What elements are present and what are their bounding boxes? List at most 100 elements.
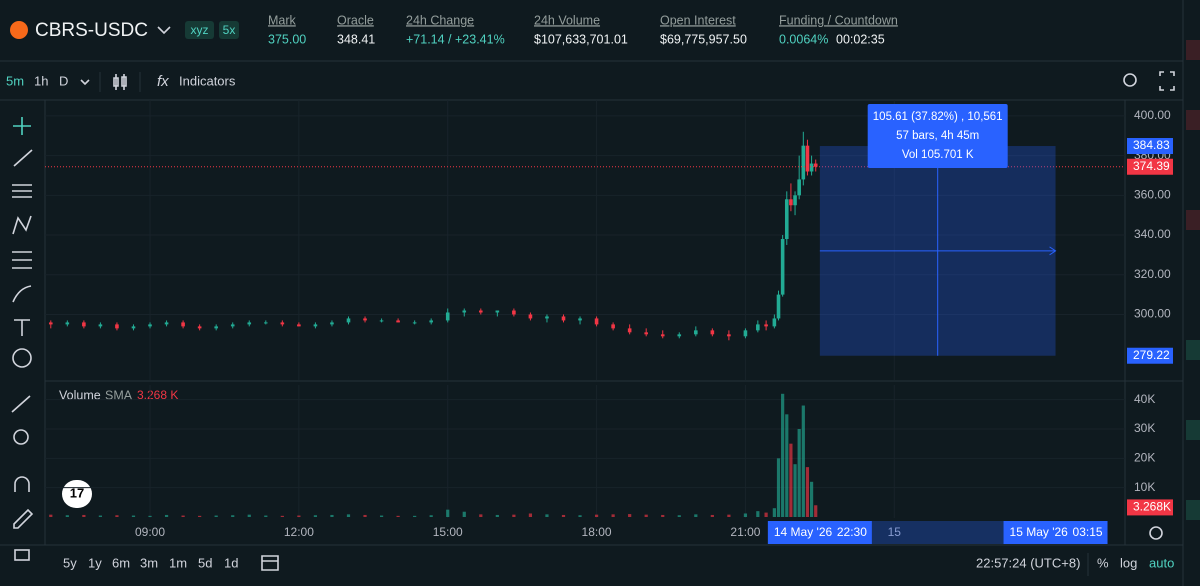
log-toggle[interactable]: log [1120, 555, 1137, 570]
volume-sma-value: 3.268 K [137, 388, 178, 402]
range-button[interactable]: 5d [198, 555, 212, 570]
candle-body [694, 330, 698, 335]
lock-tool[interactable] [14, 549, 30, 561]
volume-bar [264, 515, 268, 517]
candle-body [263, 322, 268, 324]
time-from-bg [767, 521, 872, 544]
stat-value: $69,775,957.50 [660, 32, 747, 46]
volume-sma-name: SMA [105, 388, 133, 402]
range-button[interactable]: 3m [140, 555, 158, 570]
brush-tool[interactable] [12, 285, 32, 303]
candle-body [660, 334, 665, 337]
stat-label: 24h Volume [534, 13, 600, 27]
interval[interactable]: 5m [6, 73, 24, 88]
volume-bar [164, 514, 169, 517]
candle-body [115, 324, 119, 329]
emoji-tool[interactable] [12, 348, 32, 368]
clock: 22:57:24 (UTC+8) [976, 555, 1080, 570]
dropdown-icon[interactable] [80, 79, 90, 86]
volume-bar [379, 515, 384, 517]
volume-bar [479, 514, 483, 517]
zoom-tool[interactable] [13, 429, 29, 445]
time-to-bg [1003, 521, 1108, 544]
volume-tick-label: 20K [1134, 451, 1155, 465]
candle-body [578, 318, 582, 321]
fx-icon[interactable]: fx [157, 73, 169, 90]
volume-bar [313, 515, 318, 517]
indicators-button[interactable]: Indicators [179, 73, 236, 88]
range-button[interactable]: 1m [169, 555, 187, 570]
trendline-tool[interactable] [13, 149, 33, 167]
chart-type-icon[interactable] [113, 74, 127, 90]
volume-bar [82, 514, 86, 517]
volume-bar [801, 405, 805, 517]
candle-body [495, 310, 500, 313]
projection-tool[interactable] [12, 251, 32, 269]
stat-value: +71.14 / +23.41% [406, 32, 505, 46]
text-tool[interactable] [14, 319, 30, 336]
volume-sma-axis-label: 3.268K [1133, 500, 1171, 514]
candle-body [545, 316, 549, 319]
volume-bar [578, 515, 582, 517]
fullscreen-icon[interactable] [1159, 71, 1175, 91]
candle-body [214, 326, 218, 329]
time-range-band [819, 521, 1056, 544]
stat-label: Open Interest [660, 13, 736, 27]
volume-tick-label: 10K [1134, 480, 1155, 494]
volume-bar [805, 467, 810, 517]
volume-bar [65, 515, 69, 517]
volume-bar [781, 393, 785, 517]
volume-bar [677, 515, 681, 517]
candle-body [813, 163, 818, 167]
dropdown-icon[interactable] [157, 26, 171, 35]
volume-bar [793, 464, 797, 517]
time-from-date: 14 May '26 [774, 525, 833, 539]
interval[interactable]: D [59, 73, 68, 88]
interval[interactable]: 1h [34, 73, 48, 88]
measure-arrow [1049, 246, 1057, 256]
volume-bar [764, 512, 768, 517]
stat-value: 0.0064% [779, 32, 828, 46]
candle-body [131, 326, 136, 329]
stat-value: 348.41 [337, 32, 375, 46]
volume-bar [247, 514, 251, 517]
candle-body [346, 318, 351, 323]
candle-body [743, 330, 748, 337]
badge-text: 5x [223, 23, 236, 37]
badge-text: xyz [191, 23, 209, 37]
crosshair-tool[interactable] [13, 117, 31, 135]
volume-bar [280, 515, 284, 517]
stat-value: $107,633,701.01 [534, 32, 628, 46]
volume-bar [346, 514, 351, 517]
symbol[interactable]: CBRS-USDC [35, 20, 148, 41]
volume-bar [98, 515, 103, 517]
ruler-tool[interactable] [11, 395, 31, 413]
percent-toggle[interactable]: % [1097, 555, 1109, 570]
candle-body [764, 324, 768, 327]
volume-bar [396, 515, 400, 517]
magnet-tool[interactable] [14, 476, 30, 492]
candle-body [784, 199, 789, 240]
candle-body [181, 322, 185, 327]
volume-tick-label: 40K [1134, 392, 1155, 406]
y-tick-label: 400.00 [1134, 108, 1171, 122]
measure-text: 105.61 (37.82%) , 10,561 [873, 111, 1003, 123]
range-button[interactable]: 1y [88, 555, 102, 570]
range-button[interactable]: 5y [63, 555, 77, 570]
candle-body [396, 320, 400, 323]
range-button[interactable]: 1d [224, 555, 238, 570]
candle-body [230, 324, 235, 327]
candle-body [776, 294, 781, 319]
badge [219, 21, 239, 39]
volume-bar [789, 443, 793, 517]
auto-toggle[interactable]: auto [1149, 555, 1174, 570]
range-button[interactable]: 6m [112, 555, 130, 570]
zoom-icon[interactable] [1123, 73, 1137, 87]
pattern-tool[interactable] [12, 215, 32, 235]
fib-tool[interactable] [12, 184, 32, 198]
lock-draw-tool[interactable] [13, 508, 34, 529]
settings-icon[interactable] [1149, 526, 1163, 540]
candle-body [48, 322, 53, 325]
date-range-icon[interactable] [261, 555, 279, 571]
